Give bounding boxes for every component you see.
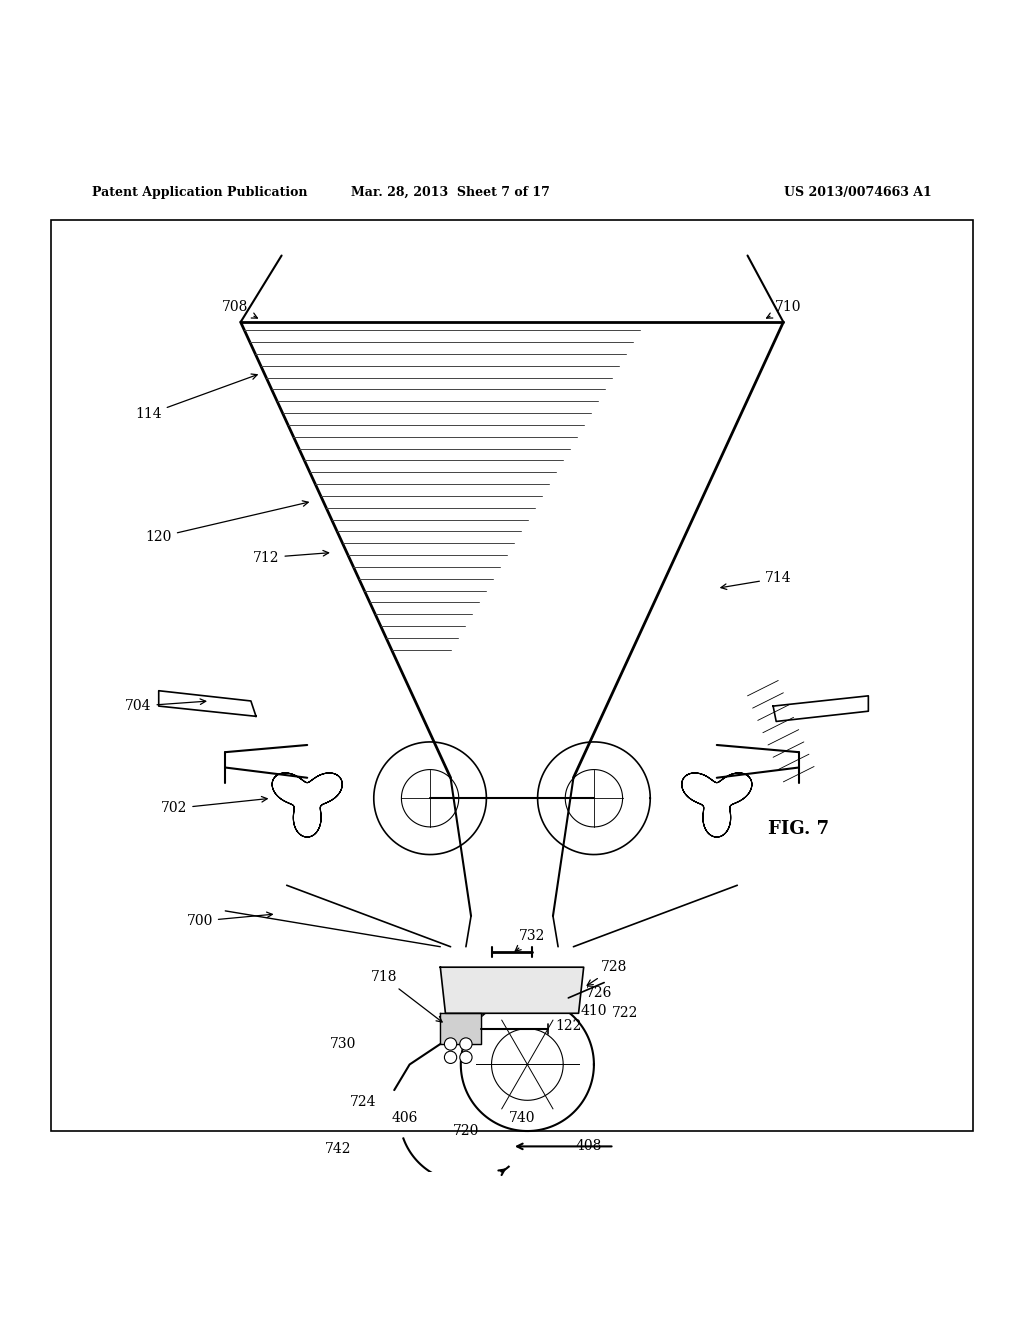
Text: 720: 720 [453, 1125, 479, 1138]
Text: 710: 710 [767, 300, 802, 318]
Text: 410: 410 [581, 1005, 607, 1018]
Text: FIG. 7: FIG. 7 [768, 820, 829, 838]
Text: 708: 708 [222, 300, 257, 318]
Text: 724: 724 [350, 1096, 377, 1109]
Text: Patent Application Publication: Patent Application Publication [92, 186, 307, 199]
Text: 730: 730 [330, 1038, 356, 1051]
Circle shape [460, 1051, 472, 1064]
Polygon shape [159, 690, 256, 717]
Polygon shape [440, 1014, 481, 1044]
Text: 712: 712 [253, 550, 329, 565]
Text: 408: 408 [575, 1139, 602, 1154]
Text: 406: 406 [391, 1110, 418, 1125]
Polygon shape [440, 968, 584, 1014]
Text: 114: 114 [135, 374, 257, 421]
Text: 702: 702 [161, 796, 267, 816]
Text: 122: 122 [555, 1019, 582, 1032]
Circle shape [444, 1051, 457, 1064]
Text: 728: 728 [587, 960, 628, 985]
Text: 732: 732 [515, 929, 546, 952]
Text: 722: 722 [611, 1006, 638, 1020]
Text: US 2013/0074663 A1: US 2013/0074663 A1 [784, 186, 932, 199]
Circle shape [460, 1038, 472, 1051]
Bar [51, 219, 973, 1131]
Text: 704: 704 [125, 698, 206, 713]
Text: 700: 700 [186, 912, 272, 928]
Text: 726: 726 [586, 986, 612, 999]
Text: 120: 120 [145, 500, 308, 544]
Text: 742: 742 [325, 1143, 351, 1156]
Circle shape [444, 1038, 457, 1051]
Text: 714: 714 [721, 572, 792, 590]
Text: 740: 740 [509, 1110, 536, 1125]
Text: 718: 718 [371, 970, 442, 1022]
Text: Mar. 28, 2013  Sheet 7 of 17: Mar. 28, 2013 Sheet 7 of 17 [351, 186, 550, 199]
Polygon shape [773, 696, 868, 722]
